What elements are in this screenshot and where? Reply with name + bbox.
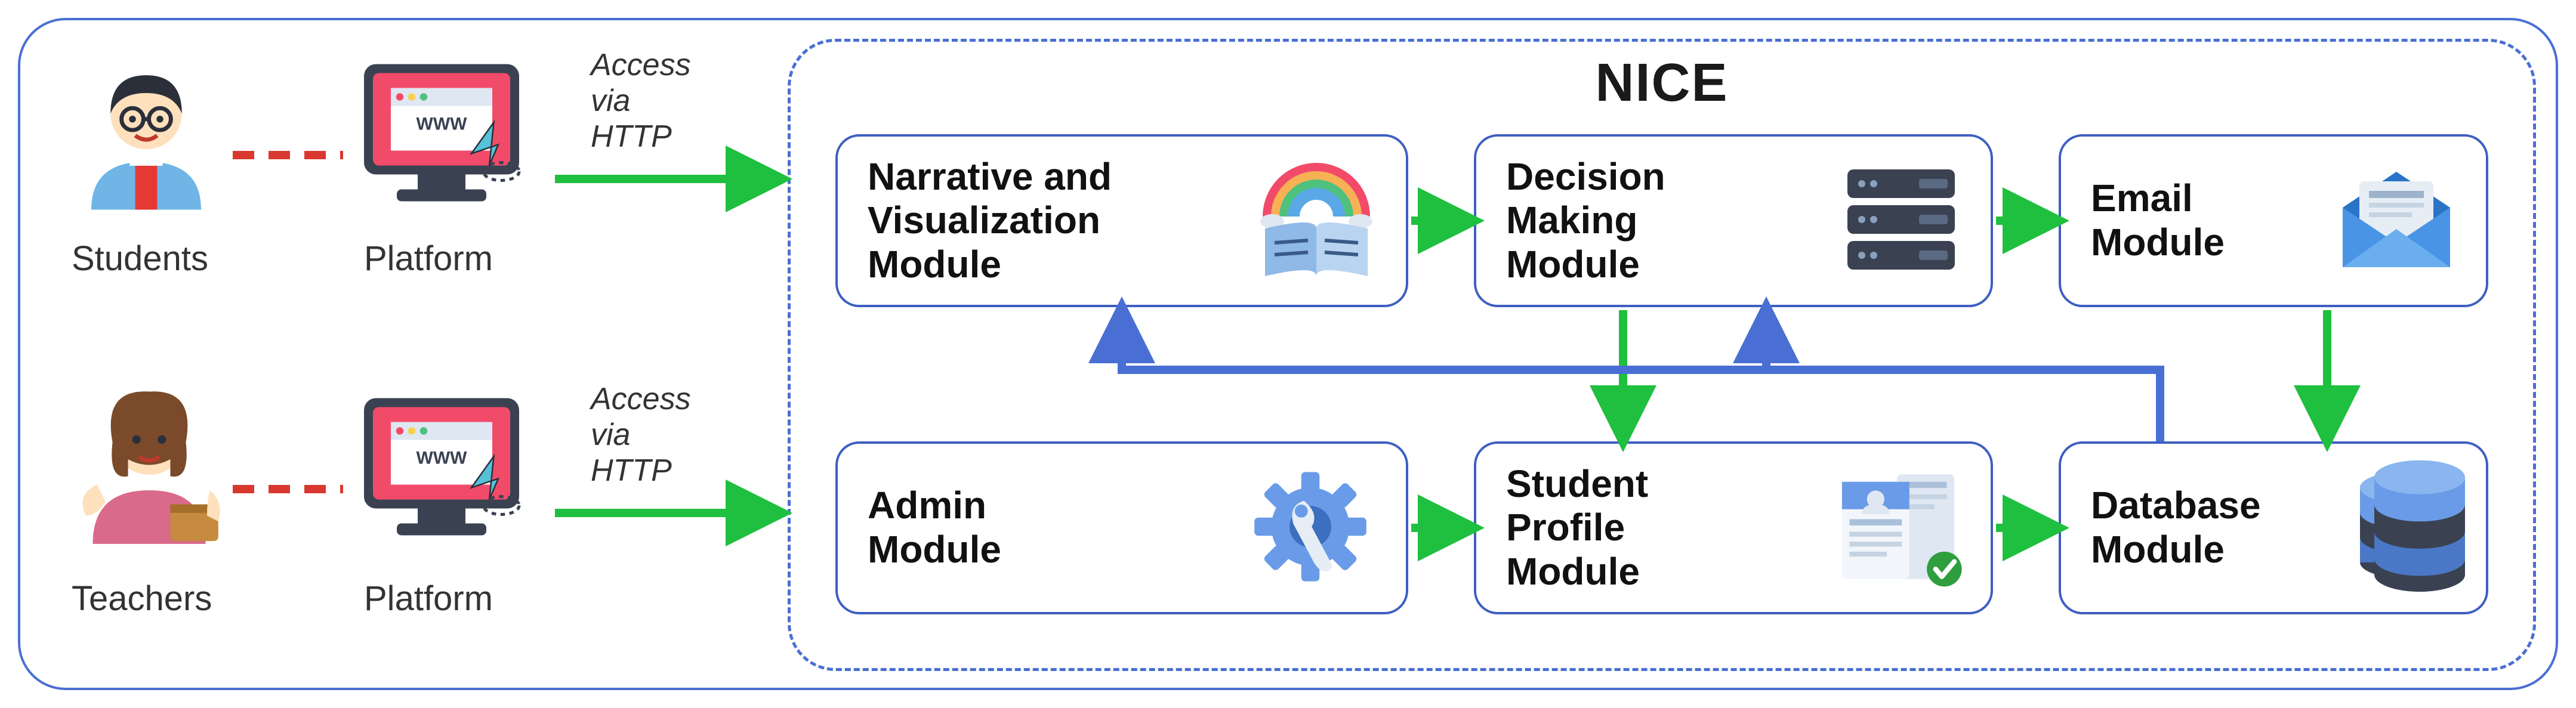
access-b-line1: Access <box>591 382 691 416</box>
access-top-label: Access via HTTP <box>591 48 691 154</box>
access-line3: HTTP <box>591 119 672 154</box>
access-b-line3: HTTP <box>591 453 672 488</box>
platform-bottom-label: Platform <box>364 579 493 619</box>
email-label: EmailModule <box>2091 177 2225 264</box>
gear-wrench-icon <box>1239 461 1382 595</box>
admin-module: AdminModule <box>835 441 1408 614</box>
profile-label: StudentProfileModule <box>1506 462 1648 594</box>
nice-title: NICE <box>791 52 2533 114</box>
email-module: EmailModule <box>2059 134 2488 307</box>
svg-text:WWW: WWW <box>417 449 468 468</box>
narrative-module: Narrative andVisualizationModule <box>835 134 1408 307</box>
access-b-line2: via <box>591 418 630 452</box>
teachers-label: Teachers <box>72 579 212 619</box>
platform-bottom-icon: WWW <box>352 388 531 555</box>
platform-top-label: Platform <box>364 239 493 279</box>
svg-text:WWW: WWW <box>417 115 468 134</box>
teacher-icon <box>72 370 227 549</box>
decision-module: DecisionMakingModule <box>1474 134 1993 307</box>
access-line2: via <box>591 84 630 118</box>
access-line1: Access <box>591 48 691 82</box>
access-bottom-label: Access via HTTP <box>591 382 691 489</box>
database-icon-clean <box>2363 453 2476 596</box>
admin-label: AdminModule <box>868 484 1001 571</box>
server-icon <box>1835 160 1967 282</box>
platform-top-icon: WWW <box>352 54 531 221</box>
student-icon <box>78 57 215 212</box>
narrative-label: Narrative andVisualizationModule <box>868 155 1112 287</box>
students-label: Students <box>72 239 208 279</box>
database-label: DatabaseModule <box>2091 484 2261 571</box>
profile-module: StudentProfileModule <box>1474 441 1993 614</box>
book-rainbow-icon <box>1251 157 1382 285</box>
profile-doc-icon <box>1830 464 1967 592</box>
decision-label: DecisionMakingModule <box>1506 155 1665 287</box>
envelope-icon <box>2331 160 2462 282</box>
